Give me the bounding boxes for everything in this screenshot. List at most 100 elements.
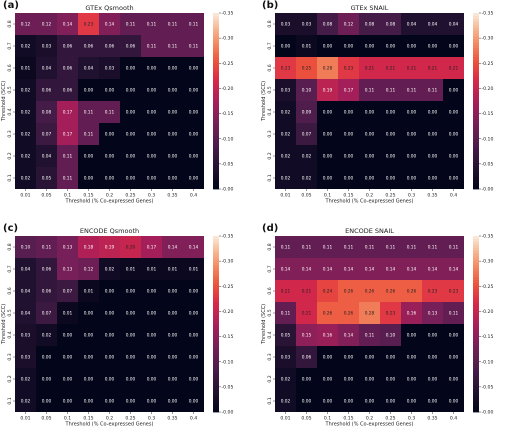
cell-value-label: 0.00 [428,377,438,383]
colorbar-tick-label: -0.05 [222,161,234,167]
cell-value-label: 0.00 [105,399,115,405]
cell-value-label: 0.00 [42,355,52,361]
cell-value-label: 0.14 [189,245,199,251]
cell-value-label: 0.08 [365,22,375,28]
cell-value-label: 0.07 [42,132,52,138]
x-tick-label: 0.35 [427,193,437,199]
heatmap-cell [141,57,162,79]
cell-value-label: 0.00 [365,110,375,116]
heatmap-cell [36,368,57,390]
y-tick-label: 0.4 [7,108,13,115]
heatmap-cell [141,35,162,57]
colorbar-segment [213,57,219,61]
heatmap-cell [15,258,36,280]
heatmap-cell [338,145,359,167]
y-tick-label: 0.5 [267,309,273,316]
cell-value-label: 0.02 [21,176,31,182]
heatmap-cell [183,280,204,302]
cell-value-label: 0.00 [126,289,136,295]
colorbar-segment [473,48,479,52]
cell-value-label: 0.25 [302,66,312,72]
heatmap-cell [401,258,422,280]
colorbar-segment [473,236,479,240]
cell-value-label: 0.06 [63,88,73,94]
colorbar-tick-label: -0.30 [222,259,234,265]
cell-value-label: 0.14 [168,245,178,251]
colorbar-segment [473,65,479,70]
colorbar-segment [213,153,219,158]
colorbar-segment [213,71,219,75]
cell-value-label: 0.23 [428,289,438,295]
colorbar-segment [213,18,219,23]
heatmap-cell [99,57,120,79]
cell-value-label: 0.02 [281,377,291,383]
cell-value-label: 0.10 [302,88,312,94]
y-tick-label: 0.7 [267,42,273,49]
heatmap-cell [401,13,422,35]
colorbar-segment [473,277,479,281]
heatmap-cell [296,280,317,302]
cell-value-label: 0.01 [63,311,73,317]
colorbar-segment [213,236,219,240]
colorbar-segment [473,42,479,46]
heatmap-cell [296,35,317,57]
cell-value-label: 0.03 [21,333,31,339]
x-axis-label: Threshold (% Co-expressed Genes) [65,422,154,428]
heatmap-cell [338,368,359,390]
heatmap-cell [57,57,78,79]
colorbar-segment [473,397,479,401]
heatmap-cell [317,302,338,324]
heatmap-cell [275,79,296,101]
colorbar-segment [473,183,479,187]
heatmap-cell [57,236,78,258]
colorbar-tick-label: -0.05 [482,161,494,167]
heatmap-cell [141,101,162,123]
heatmap-cell [359,302,380,324]
colorbar-tick-label: -0.00 [482,187,494,193]
heatmap-cell [401,145,422,167]
heatmap-cell [120,57,141,79]
colorbar-segment [473,353,479,357]
heatmap-cell [380,302,401,324]
heatmap-cell [422,35,443,57]
heatmap-cell [183,167,204,189]
heatmap-cell [120,346,141,368]
cell-value-label: 0.00 [147,132,157,138]
cell-value-label: 0.15 [302,333,312,339]
heatmap-cell [401,35,422,57]
x-tick-label: 0.1 [324,416,331,422]
x-tick-label: 0.35 [427,416,437,422]
heatmap-panel-3: (d) ENCODE SNAIL 0.11 0.11 0.11 0.11 0.11 0.11 0… [261,223,493,428]
x-tick-label: 0.25 [385,416,395,422]
colorbar-segment [473,13,479,17]
cell-value-label: 0.21 [281,289,291,295]
heatmap-cell [99,79,120,101]
colorbar-segment [213,280,219,284]
heatmap-cell [57,101,78,123]
colorbar-segment [473,62,479,67]
cell-value-label: 0.00 [63,355,73,361]
cell-value-label: 0.00 [407,154,417,160]
colorbar-segment [473,338,479,342]
heatmap-cell [296,324,317,346]
colorbar-segment [213,127,219,131]
cell-value-label: 0.00 [449,377,459,383]
cell-value-label: 0.00 [449,132,459,138]
x-axis-label: Threshold (% Co-expressed Genes) [65,199,154,205]
colorbar-segment [473,388,479,392]
heatmap-cell [141,258,162,280]
colorbar-segment [473,174,479,178]
colorbar-segment [473,247,479,252]
cell-value-label: 0.00 [126,377,136,383]
heatmap-cell [78,280,99,302]
colorbar-segment [213,30,219,34]
heatmap-cell [443,123,464,145]
heatmap-cell [36,57,57,79]
cell-value-label: 0.14 [449,267,459,273]
cell-value-label: 0.11 [302,245,312,251]
cell-value-label: 0.00 [344,110,354,116]
heatmap-cell [15,167,36,189]
heatmap-cell [338,57,359,79]
cell-value-label: 0.00 [365,132,375,138]
cell-value-label: 0.00 [126,311,136,317]
